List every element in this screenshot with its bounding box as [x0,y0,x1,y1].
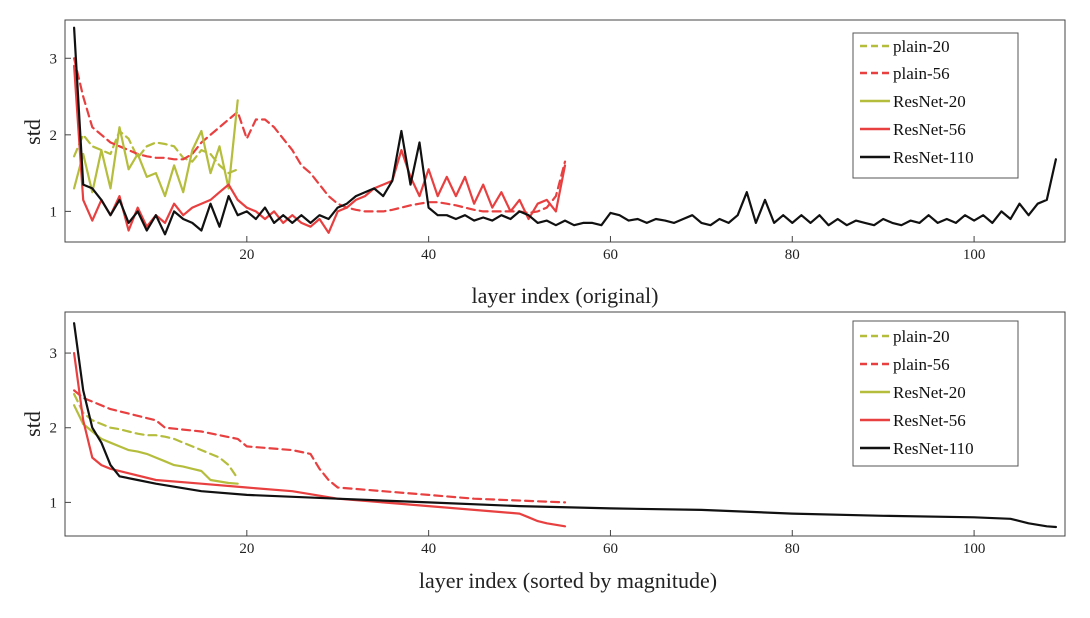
y-tick-label: 3 [50,51,58,67]
x-tick-label: 60 [603,541,618,557]
x-tick-label: 100 [963,247,986,263]
series-line-plain-56-bottom [72,389,567,504]
x-tick-label: 80 [785,247,800,263]
x-ticks-bottom: 20 40 60 80 100 [239,530,985,557]
y-tick-label: 1 [50,204,58,220]
legend-top: plain-20 plain-56 ResNet-20 ResNet-56 Re… [852,32,1019,179]
series-line-resnet-20-bottom [72,404,239,485]
legend-box-top [852,32,1019,179]
y-ticks-top: 1 2 3 [50,51,71,220]
legend-label-resnet-20: ResNet-20 [893,383,966,402]
legend-label-plain-56: plain-56 [893,64,950,83]
x-tick-label: 20 [239,541,254,557]
x-tick-label: 100 [963,541,986,557]
legend-label-plain-56: plain-56 [893,355,950,374]
x-tick-label: 40 [421,247,436,263]
series-group-top [72,26,1058,236]
legend-label-resnet-56: ResNet-56 [893,411,966,430]
x-axis-title-top: layer index (original) [472,283,659,308]
series-group-bottom [72,322,1058,529]
x-tick-label: 60 [603,247,618,263]
x-tick-label: 20 [239,247,254,263]
y-axis-title-bottom: std [20,411,45,437]
y-tick-label: 3 [50,346,58,362]
legend-label-resnet-56: ResNet-56 [893,120,966,139]
y-axis-title-top: std [20,119,45,145]
series-line-plain-56-top [72,57,567,214]
x-tick-label: 80 [785,541,800,557]
series-line-resnet-20-top [72,99,239,198]
y-tick-label: 2 [50,128,58,144]
legend-label-plain-20: plain-20 [893,327,950,346]
x-ticks-top: 20 40 60 80 100 [239,236,985,263]
x-tick-label: 40 [421,541,436,557]
legend-label-plain-20: plain-20 [893,37,950,56]
y-tick-label: 2 [50,421,58,437]
y-tick-label: 1 [50,495,58,511]
legend-bottom: plain-20 plain-56 ResNet-20 ResNet-56 Re… [852,320,1019,467]
series-line-resnet-110-bottom [72,322,1058,529]
legend-label-resnet-20: ResNet-20 [893,92,966,111]
chart-top: 20 40 60 80 100 1 2 3 layer index (original) s… [20,19,1066,308]
legend-label-resnet-110: ResNet-110 [893,439,974,458]
y-ticks-bottom: 1 2 3 [50,346,71,511]
series-line-plain-20-bottom [72,393,239,480]
chart-bottom: 20 40 60 80 100 1 2 3 layer index (sorted by m… [20,311,1066,593]
x-axis-title-bottom: layer index (sorted by magnitude) [419,568,717,593]
legend-label-resnet-110: ResNet-110 [893,148,974,167]
legend-box-bottom [852,320,1019,467]
series-line-resnet-110-top [72,26,1058,236]
